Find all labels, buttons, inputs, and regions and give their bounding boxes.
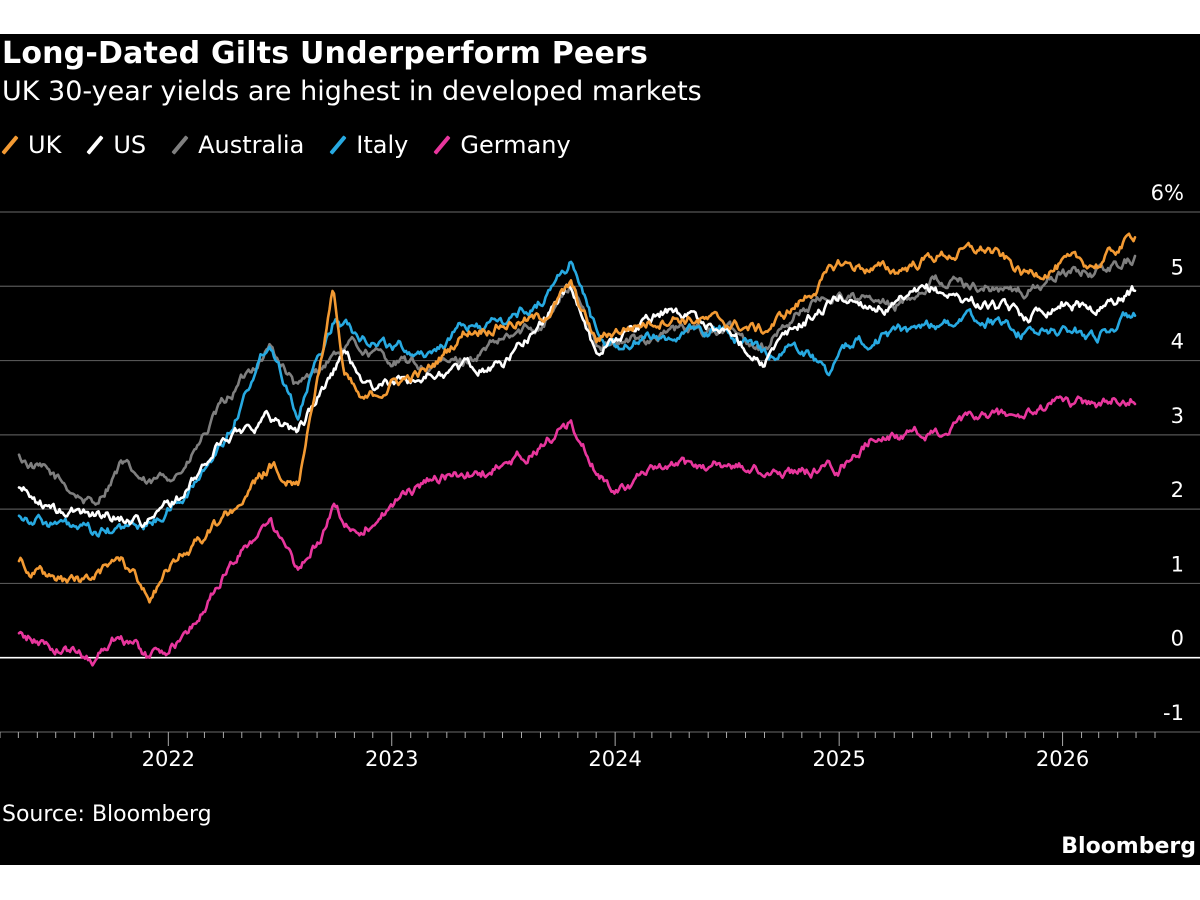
legend-item-uk: UK [2, 131, 61, 159]
y-tick-label: 6% [1151, 181, 1184, 205]
brand-logo-text: Bloomberg [1061, 834, 1196, 859]
legend-label-australia: Australia [198, 131, 305, 159]
chart-legend: UK US Australia Italy Germany [2, 130, 597, 160]
y-tick-label: -1 [1163, 701, 1184, 725]
y-tick-label: 1 [1171, 552, 1184, 576]
legend-label-uk: UK [28, 131, 62, 159]
y-tick-label: 0 [1171, 627, 1184, 651]
axes: 6% 5 4 3 2 1 0 -1 2022 2023 2024 2025 2026 [0, 181, 1184, 771]
legend-label-germany: Germany [460, 131, 571, 159]
series-line-germany [17, 395, 1137, 667]
legend-item-us: US [87, 131, 146, 159]
x-tick-label: 2024 [588, 747, 641, 771]
chart-frame: Long-Dated Gilts Underperform Peers UK 3… [0, 34, 1200, 865]
y-tick-label: 3 [1171, 404, 1184, 428]
series-line-italy [17, 260, 1137, 538]
line-chart: 6% 5 4 3 2 1 0 -1 2022 2023 2024 2025 2026 [0, 181, 1200, 771]
y-tick-label: 2 [1171, 478, 1184, 502]
series-lines [17, 232, 1137, 667]
chart-subtitle: UK 30-year yields are highest in develop… [2, 76, 702, 107]
legend-item-germany: Germany [434, 131, 570, 159]
y-tick-label: 5 [1171, 255, 1184, 279]
x-tick-label: 2023 [365, 747, 418, 771]
legend-label-italy: Italy [356, 131, 409, 159]
legend-item-italy: Italy [330, 131, 408, 159]
series-line-uk [17, 232, 1137, 604]
gridlines [0, 211, 1200, 733]
legend-label-us: US [113, 131, 147, 159]
legend-item-australia: Australia [172, 131, 304, 159]
x-tick-label: 2022 [142, 747, 195, 771]
source-note: Source: Bloomberg [2, 802, 212, 827]
x-tick-label: 2026 [1036, 747, 1089, 771]
chart-title: Long-Dated Gilts Underperform Peers [2, 36, 649, 71]
x-tick-label: 2025 [812, 747, 865, 771]
y-tick-label: 4 [1171, 330, 1184, 354]
series-line-us [17, 283, 1137, 529]
